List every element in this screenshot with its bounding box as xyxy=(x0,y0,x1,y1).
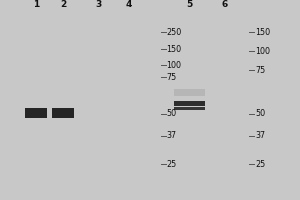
Bar xyxy=(52,108,74,118)
Text: 150: 150 xyxy=(167,45,182,54)
Bar xyxy=(174,101,205,106)
Text: 2: 2 xyxy=(60,0,66,9)
Text: 6: 6 xyxy=(222,0,228,9)
Text: 1: 1 xyxy=(33,0,39,9)
Text: 4: 4 xyxy=(126,0,132,9)
Bar xyxy=(174,89,205,96)
Text: 37: 37 xyxy=(255,131,265,140)
Bar xyxy=(25,108,47,118)
Text: 37: 37 xyxy=(167,131,177,140)
Text: 150: 150 xyxy=(255,28,270,37)
Text: 50: 50 xyxy=(255,109,265,118)
Text: 75: 75 xyxy=(255,66,265,75)
Text: 75: 75 xyxy=(167,73,177,82)
Text: 25: 25 xyxy=(255,160,265,169)
Text: 50: 50 xyxy=(167,109,177,118)
Text: 5: 5 xyxy=(186,0,192,9)
Text: 25: 25 xyxy=(167,160,177,169)
Bar xyxy=(174,107,205,110)
Text: 3: 3 xyxy=(96,0,102,9)
Text: 100: 100 xyxy=(167,61,182,70)
Text: 100: 100 xyxy=(255,47,270,56)
Text: 250: 250 xyxy=(167,28,182,37)
